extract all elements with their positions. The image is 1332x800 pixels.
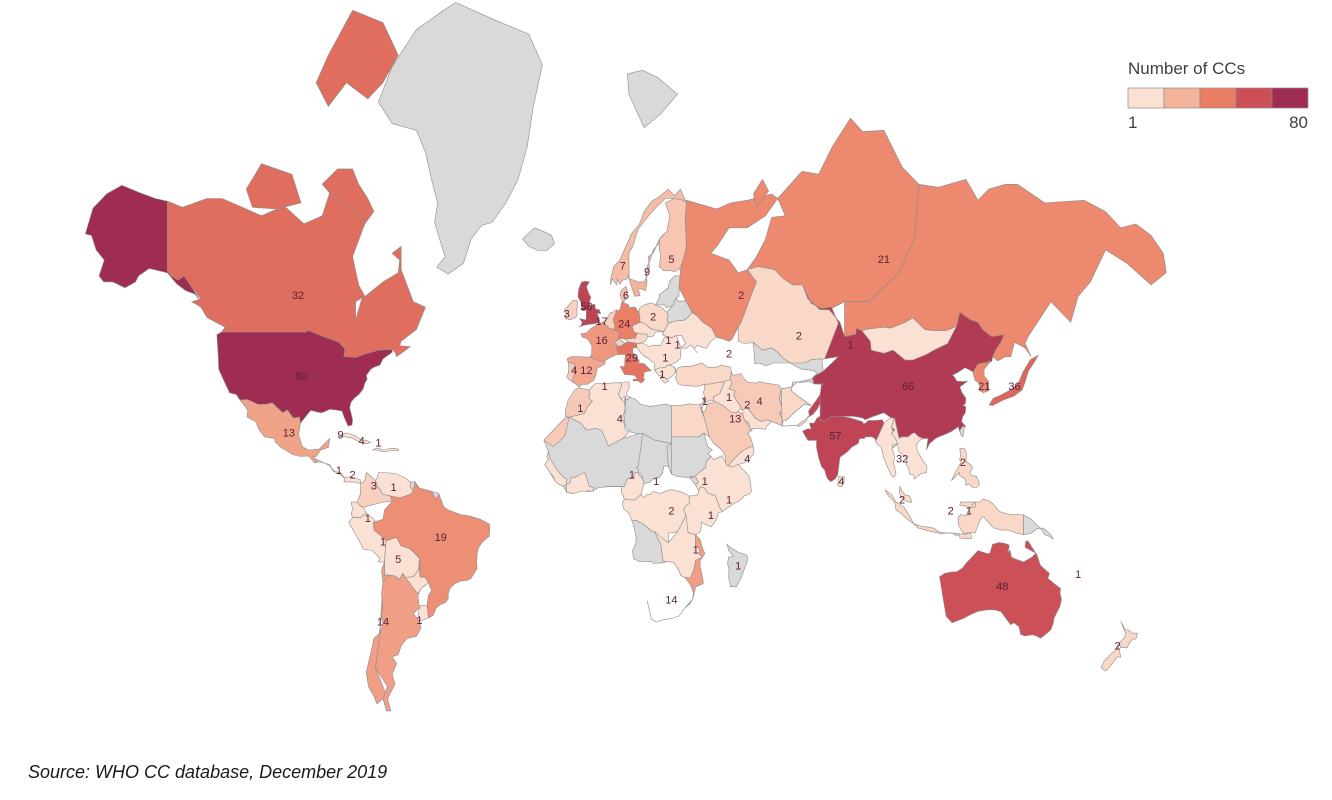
svg-text:2: 2 <box>948 505 954 517</box>
svg-text:2: 2 <box>960 457 966 469</box>
svg-text:32: 32 <box>292 290 304 302</box>
svg-text:2: 2 <box>650 311 656 323</box>
svg-text:1: 1 <box>653 476 659 488</box>
svg-text:13: 13 <box>729 414 741 426</box>
svg-text:1: 1 <box>577 403 583 415</box>
svg-text:14: 14 <box>377 617 389 629</box>
svg-text:16: 16 <box>595 335 607 347</box>
svg-text:19: 19 <box>435 532 447 544</box>
svg-text:3: 3 <box>371 481 377 493</box>
svg-text:4: 4 <box>756 396 762 408</box>
svg-text:1: 1 <box>391 482 397 494</box>
svg-text:7: 7 <box>620 260 626 272</box>
svg-text:1: 1 <box>726 495 732 507</box>
svg-text:1: 1 <box>702 396 708 408</box>
svg-text:1: 1 <box>1128 113 1137 132</box>
svg-text:1: 1 <box>735 561 741 573</box>
svg-text:2: 2 <box>744 400 750 412</box>
svg-text:21: 21 <box>978 381 990 393</box>
svg-text:2: 2 <box>796 331 802 343</box>
svg-text:2: 2 <box>1115 640 1121 652</box>
svg-text:3: 3 <box>564 309 570 321</box>
svg-text:1: 1 <box>665 335 671 347</box>
svg-text:58: 58 <box>580 301 592 313</box>
svg-text:13: 13 <box>283 427 295 439</box>
svg-text:1: 1 <box>966 505 972 517</box>
svg-text:1: 1 <box>336 465 342 477</box>
svg-text:Number of CCs: Number of CCs <box>1128 59 1245 78</box>
svg-text:12: 12 <box>580 365 592 377</box>
svg-text:21: 21 <box>878 254 890 266</box>
svg-text:1: 1 <box>708 510 714 522</box>
svg-text:29: 29 <box>626 353 638 365</box>
svg-text:24: 24 <box>618 319 630 331</box>
svg-text:1: 1 <box>365 513 371 525</box>
svg-text:1: 1 <box>847 340 853 352</box>
svg-text:1: 1 <box>674 340 680 352</box>
svg-text:1: 1 <box>662 353 668 365</box>
svg-text:1: 1 <box>659 369 665 381</box>
svg-text:14: 14 <box>665 595 677 607</box>
svg-text:4: 4 <box>744 454 750 466</box>
svg-text:4: 4 <box>359 436 365 448</box>
svg-text:1: 1 <box>1075 569 1081 581</box>
svg-text:1: 1 <box>602 381 608 393</box>
svg-text:5: 5 <box>395 554 401 566</box>
svg-text:9: 9 <box>337 430 343 442</box>
svg-text:9: 9 <box>644 267 650 279</box>
svg-text:1: 1 <box>375 437 381 449</box>
svg-text:2: 2 <box>738 290 744 302</box>
svg-text:1: 1 <box>726 392 732 404</box>
svg-text:66: 66 <box>902 381 914 393</box>
svg-text:4: 4 <box>838 476 844 488</box>
svg-text:1: 1 <box>380 537 386 549</box>
svg-text:1: 1 <box>416 615 422 627</box>
svg-text:2: 2 <box>726 348 732 360</box>
svg-text:1: 1 <box>702 476 708 488</box>
svg-text:4: 4 <box>617 414 623 426</box>
svg-text:1: 1 <box>629 470 635 482</box>
svg-text:57: 57 <box>829 431 841 443</box>
svg-text:2: 2 <box>899 495 905 507</box>
svg-text:48: 48 <box>996 581 1008 593</box>
svg-text:4: 4 <box>571 365 577 377</box>
svg-text:5: 5 <box>668 254 674 266</box>
svg-text:2: 2 <box>350 470 356 482</box>
svg-text:32: 32 <box>896 454 908 466</box>
svg-text:80: 80 <box>1289 113 1308 132</box>
svg-text:36: 36 <box>1008 381 1020 393</box>
svg-text:1: 1 <box>693 545 699 557</box>
svg-text:2: 2 <box>668 505 674 517</box>
svg-text:6: 6 <box>623 290 629 302</box>
svg-text:80: 80 <box>295 371 307 383</box>
svg-text:17: 17 <box>595 316 607 328</box>
